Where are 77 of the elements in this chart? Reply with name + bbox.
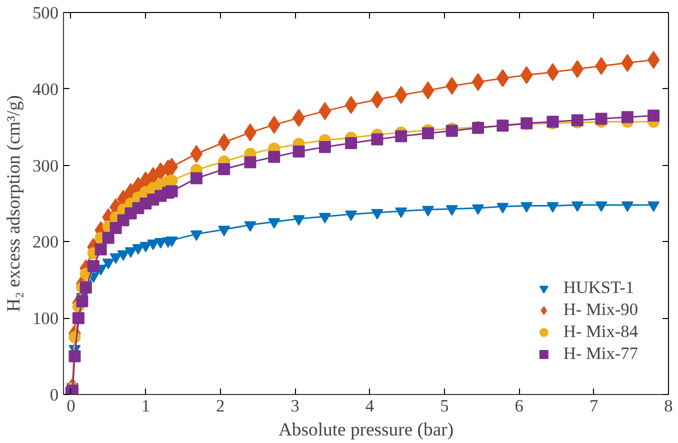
point (244, 156, 256, 168)
y-tick-label: 500 (32, 4, 59, 22)
x-tick-label: 2 (216, 396, 225, 416)
point (595, 112, 608, 125)
legend-label: H- Mix-90 (563, 300, 638, 320)
point (344, 96, 358, 114)
x-tick-label: 0 (66, 396, 76, 416)
point (190, 230, 202, 241)
legend-label: H- Mix-77 (563, 344, 638, 364)
point (621, 54, 634, 72)
point (102, 232, 114, 244)
point (102, 258, 114, 270)
point (571, 60, 584, 78)
point (72, 312, 84, 324)
point (395, 130, 408, 142)
point (318, 212, 331, 224)
point (422, 206, 434, 216)
x-axis-title: Absolute pressure (bar) (278, 420, 454, 440)
point (117, 250, 130, 261)
point (76, 295, 88, 308)
point (166, 185, 178, 198)
x-tick-label: 8 (664, 396, 673, 416)
point (621, 111, 634, 124)
point (446, 76, 458, 95)
x-tick-label: 4 (365, 396, 374, 416)
point (422, 127, 434, 140)
y-tick-label: 100 (32, 309, 59, 328)
x-tick-label: 5 (440, 396, 449, 416)
point (292, 146, 305, 158)
point (648, 110, 660, 122)
point (268, 116, 280, 134)
point (190, 144, 203, 163)
point (190, 172, 202, 184)
point (218, 133, 230, 152)
point (218, 226, 230, 236)
point (166, 236, 178, 248)
y-tick-label: 400 (32, 80, 59, 99)
point (292, 215, 305, 226)
x-tick-label: 6 (514, 396, 524, 416)
point (520, 66, 533, 84)
point (318, 140, 331, 153)
y-tick-label: 200 (32, 232, 59, 252)
point (345, 210, 358, 222)
point (571, 201, 584, 212)
point (520, 202, 533, 213)
x-tick-label: 1 (141, 396, 150, 416)
point (647, 50, 660, 69)
point (648, 201, 660, 212)
x-tick-label: 3 (290, 396, 300, 416)
point (371, 133, 384, 146)
point (472, 204, 484, 215)
point (268, 150, 280, 163)
point (94, 243, 107, 256)
point (268, 218, 280, 229)
point (621, 201, 634, 212)
y-axis-title: H₂ excess adsorption (cm³/g) (4, 95, 25, 312)
point (595, 201, 608, 212)
point (496, 202, 509, 214)
point (546, 202, 559, 213)
point (124, 247, 137, 258)
point (318, 102, 332, 120)
point (110, 253, 122, 264)
point (345, 137, 358, 150)
point (395, 207, 408, 218)
point (218, 163, 230, 176)
point (68, 350, 81, 362)
point (244, 221, 256, 232)
point (446, 205, 458, 216)
legend-label: H- Mix-84 (563, 322, 638, 342)
point (371, 208, 384, 220)
point (472, 73, 484, 92)
y-tick-label: 300 (32, 156, 59, 176)
x-tick-label: 7 (589, 396, 598, 416)
point (87, 260, 100, 272)
legend-label: HUKST-1 (563, 278, 634, 298)
point (422, 81, 434, 100)
point (394, 86, 408, 104)
